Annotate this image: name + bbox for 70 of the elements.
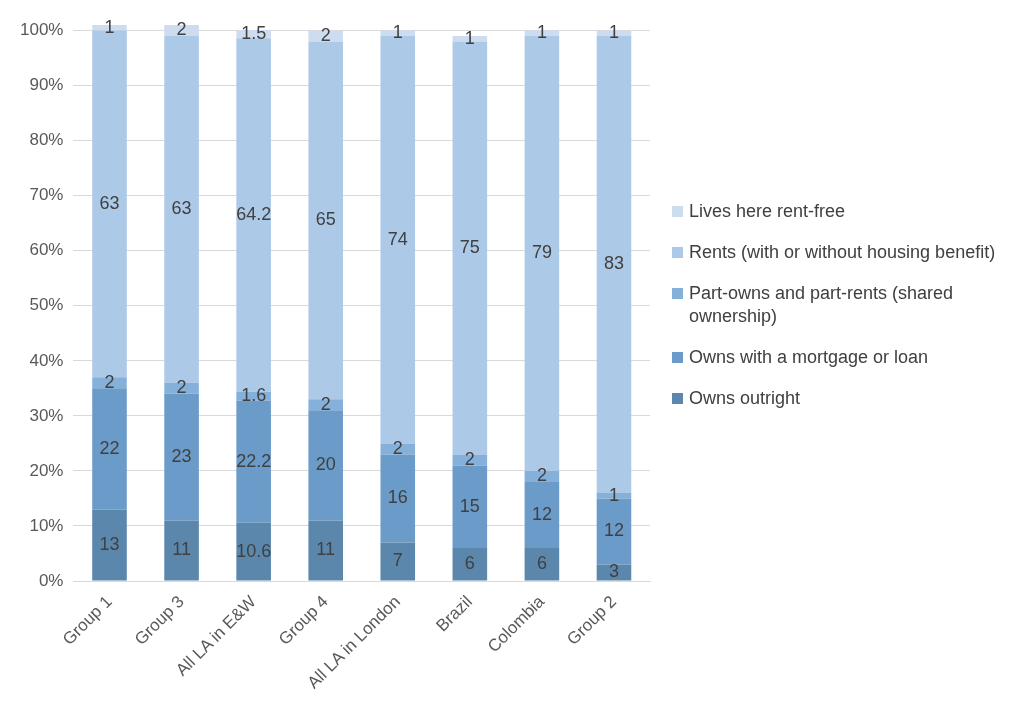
- data-label: 7: [392, 550, 403, 571]
- data-label: 6: [464, 553, 475, 574]
- y-tick-label: 30%: [29, 405, 64, 425]
- data-label: 1: [608, 22, 619, 43]
- bar: [92, 388, 127, 510]
- data-label: 3: [608, 561, 619, 582]
- y-tick-label: 90%: [29, 75, 64, 95]
- y-tick-label: 70%: [29, 185, 64, 205]
- data-label: 2: [320, 24, 331, 45]
- legend-label: Owns outright: [689, 387, 801, 410]
- data-label: 1.5: [241, 23, 267, 44]
- data-label: 23: [171, 446, 192, 467]
- bar: [380, 454, 416, 543]
- data-label: 2: [176, 377, 187, 398]
- data-label: 1: [608, 484, 619, 505]
- data-label: 63: [171, 198, 192, 219]
- data-label: 1: [104, 16, 115, 37]
- legend-label: Rents (with or without housing benefit): [689, 241, 996, 264]
- y-tick-label: 60%: [29, 240, 64, 260]
- data-label: 1.6: [241, 385, 267, 406]
- data-label: 2: [320, 393, 331, 414]
- data-label: 12: [531, 503, 552, 524]
- data-label: 79: [531, 242, 552, 263]
- data-label: 11: [172, 539, 191, 560]
- y-tick-label: 100%: [20, 20, 64, 40]
- data-label: 64.2: [236, 203, 272, 224]
- legend-label: Owns with a mortgage or loan: [689, 346, 929, 369]
- data-label: 22.2: [236, 450, 272, 471]
- data-label: 13: [99, 533, 120, 554]
- data-label: 2: [392, 437, 403, 458]
- data-label: 75: [459, 236, 480, 257]
- data-label: 74: [387, 228, 408, 249]
- data-label: 83: [603, 253, 624, 274]
- bar: [164, 520, 199, 581]
- data-label: 6: [536, 553, 547, 574]
- data-label: 10.6: [236, 540, 272, 561]
- y-tick-label: 40%: [29, 350, 64, 370]
- data-label: 12: [603, 520, 624, 541]
- y-tick-label: 10%: [29, 515, 64, 535]
- data-label: 2: [104, 371, 115, 392]
- bar: [308, 410, 343, 521]
- bar: [92, 509, 127, 581]
- bar: [164, 393, 199, 521]
- bar: [380, 542, 416, 581]
- data-label: 2: [536, 465, 547, 486]
- data-label: 65: [315, 209, 336, 230]
- data-label: 20: [315, 454, 336, 475]
- y-tick-label: 20%: [29, 460, 64, 480]
- y-tick-label: 50%: [29, 295, 64, 315]
- y-tick-label: 0%: [38, 570, 64, 590]
- bar: [524, 547, 560, 581]
- data-label: 1: [536, 22, 547, 43]
- data-label: 16: [387, 487, 408, 508]
- data-label: 1: [464, 27, 475, 48]
- bar: [236, 522, 271, 581]
- legend-label: Part-owns and part-rents (shared ownership): [689, 282, 955, 328]
- data-label: 15: [459, 495, 480, 516]
- bar: [452, 547, 488, 581]
- bar: [452, 465, 488, 548]
- y-tick-label: 80%: [29, 130, 64, 150]
- bar: [308, 520, 343, 581]
- bar: [524, 481, 560, 548]
- data-label: 22: [99, 437, 120, 458]
- data-label: 2: [464, 448, 475, 469]
- bar: [236, 400, 271, 523]
- data-label: 63: [99, 192, 120, 213]
- data-label: 1: [392, 22, 403, 43]
- data-label: 2: [176, 19, 187, 40]
- legend-label: Lives here rent-free: [689, 200, 846, 223]
- data-label: 11: [316, 539, 336, 560]
